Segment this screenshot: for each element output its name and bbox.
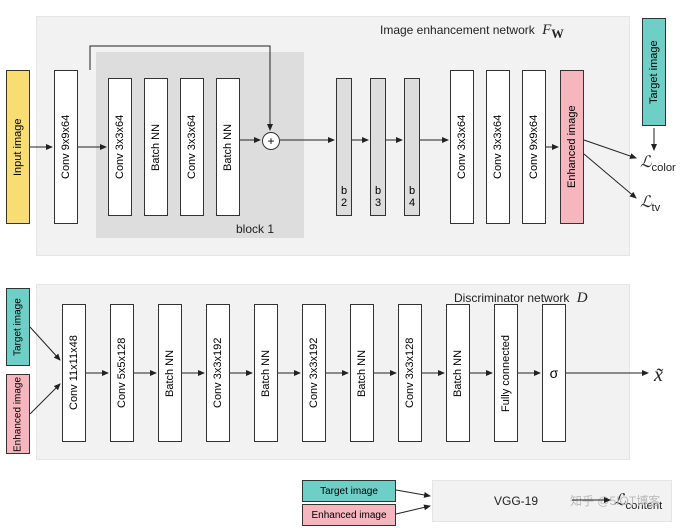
watermark: 知乎 @5IOT博客 [570,492,660,509]
block-b3: b 3 [370,78,386,216]
enhanced-image-bottom: Enhanced image [6,374,30,454]
block1-label: block 1 [236,222,274,236]
bot-layer-8: Batch NN [446,304,470,442]
bot-layer-7: Conv 3x3x128 [398,304,422,442]
discriminator-title: Discriminator network D [454,290,588,307]
top-layer-3: Conv 3x3x64 [180,78,204,216]
enh-title-text: Image enhancement network [380,23,535,37]
bot-layer-5: Conv 3x3x192 [302,304,326,442]
top-layer-2: Batch NN [144,78,168,216]
bot-layer-3: Conv 3x3x192 [206,304,230,442]
disc-symbol: D [577,290,588,306]
bot-layer-2: Batch NN [158,304,182,442]
loss-tv: ℒtv [640,192,660,214]
top-layer-9: Conv 3x3x64 [486,70,510,224]
target-image-top: Target image [642,18,666,126]
bot-layer-10: σ [542,304,566,442]
vgg-label: VGG-19 [494,494,538,508]
bot-layer-9: Fully connected [494,304,518,442]
enh-symbol-sub: W [551,27,564,41]
input-image: Input image [6,70,30,224]
footer-target: Target image [302,480,396,502]
top-layer-8: Conv 3x3x64 [450,70,474,224]
bot-layer-0: Conv 11x11x48 [62,304,86,442]
enhanced-output: Enhanced image [560,70,584,224]
top-layer-4: Batch NN [216,78,240,216]
bot-layer-1: Conv 5x5x128 [110,304,134,442]
bot-layer-4: Batch NN [254,304,278,442]
block-b2: b 2 [336,78,352,216]
loss-color: ℒcolor [640,152,676,174]
top-layer-10: Conv 9x9x64 [522,70,546,224]
disc-output: x̃ [654,364,663,387]
target-image-bottom: Target image [6,288,30,366]
top-layer-0: Conv 9x9x64 [54,70,78,224]
enh-symbol: F [542,22,551,38]
enhancement-title: Image enhancement network FW [380,22,564,42]
top-layer-1: Conv 3x3x64 [108,78,132,216]
footer-enhanced: Enhanced image [302,504,396,526]
plus-node: + [262,132,280,150]
disc-title-text: Discriminator network [454,291,569,305]
bot-layer-6: Batch NN [350,304,374,442]
block-b4: b 4 [404,78,420,216]
